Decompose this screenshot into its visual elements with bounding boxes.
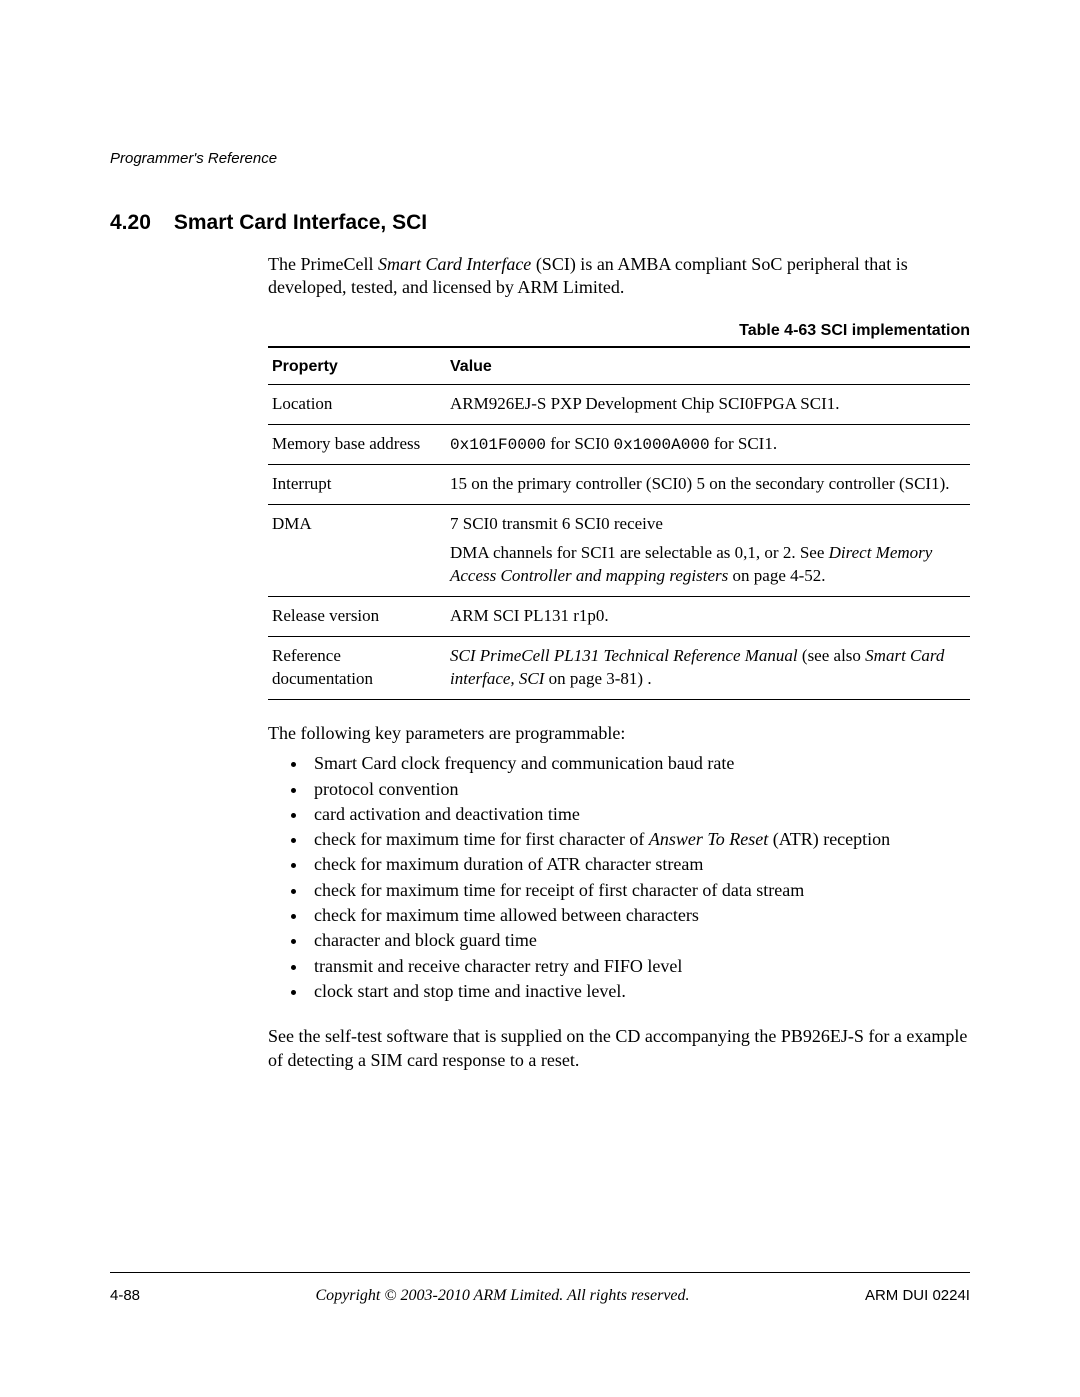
list-item: check for maximum time for receipt of fi… <box>308 878 970 902</box>
intro-pre: The PrimeCell <box>268 254 378 274</box>
table-row: Release versionARM SCI PL131 r1p0. <box>268 597 970 637</box>
table-cell-property: DMA <box>268 505 446 597</box>
intro-italic: Smart Card Interface <box>378 254 531 274</box>
paragraph-after-list: See the self-test software that is suppl… <box>268 1025 970 1072</box>
table-cell-property: Location <box>268 384 446 424</box>
table-cell-value: ARM926EJ-S PXP Development Chip SCI0FPGA… <box>446 384 970 424</box>
list-item: transmit and receive character retry and… <box>308 954 970 978</box>
table-cell-value: ARM SCI PL131 r1p0. <box>446 597 970 637</box>
footer-doc-id: ARM DUI 0224I <box>865 1287 970 1305</box>
table-header-value: Value <box>446 347 970 385</box>
footer-page-number: 4-88 <box>110 1287 140 1305</box>
table-row: Memory base address0x101F0000 for SCI0 0… <box>268 424 970 465</box>
list-item: character and block guard time <box>308 928 970 952</box>
sci-implementation-table: Property Value LocationARM926EJ-S PXP De… <box>268 346 970 700</box>
section-number: 4.20 <box>110 211 168 235</box>
paragraph-before-list: The following key parameters are program… <box>268 722 970 745</box>
page-footer: 4-88 Copyright © 2003-2010 ARM Limited. … <box>110 1272 970 1305</box>
list-item: check for maximum time allowed between c… <box>308 903 970 927</box>
table-cell-property: Reference documentation <box>268 637 446 700</box>
list-item: check for maximum duration of ATR charac… <box>308 852 970 876</box>
table-cell-value: 0x101F0000 for SCI0 0x1000A000 for SCI1. <box>446 424 970 465</box>
table-cell-property: Interrupt <box>268 465 446 505</box>
body-content: The PrimeCell Smart Card Interface (SCI)… <box>268 253 970 1072</box>
list-item: card activation and deactivation time <box>308 802 970 826</box>
page: Programmer's Reference 4.20 Smart Card I… <box>0 0 1080 1397</box>
footer-copyright: Copyright © 2003-2010 ARM Limited. All r… <box>315 1287 689 1305</box>
footer-rule <box>110 1272 970 1273</box>
section-heading: 4.20 Smart Card Interface, SCI <box>110 211 970 235</box>
table-cell-value: 15 on the primary controller (SCI0) 5 on… <box>446 465 970 505</box>
section-title: Smart Card Interface, SCI <box>174 211 427 234</box>
table-cell-property: Memory base address <box>268 424 446 465</box>
table-row: DMA7 SCI0 transmit 6 SCI0 receiveDMA cha… <box>268 505 970 597</box>
intro-paragraph: The PrimeCell Smart Card Interface (SCI)… <box>268 253 970 300</box>
table-row: Interrupt15 on the primary controller (S… <box>268 465 970 505</box>
list-item: clock start and stop time and inactive l… <box>308 979 970 1003</box>
table-header-property: Property <box>268 347 446 385</box>
list-item: Smart Card clock frequency and communica… <box>308 751 970 775</box>
table-cell-value: 7 SCI0 transmit 6 SCI0 receiveDMA channe… <box>446 505 970 597</box>
table-cell-value: SCI PrimeCell PL131 Technical Reference … <box>446 637 970 700</box>
running-header: Programmer's Reference <box>110 150 970 167</box>
list-item: protocol convention <box>308 777 970 801</box>
table-row: LocationARM926EJ-S PXP Development Chip … <box>268 384 970 424</box>
table-row: Reference documentationSCI PrimeCell PL1… <box>268 637 970 700</box>
list-item: check for maximum time for first charact… <box>308 827 970 851</box>
table-cell-property: Release version <box>268 597 446 637</box>
table-caption: Table 4-63 SCI implementation <box>268 322 970 340</box>
programmable-parameters-list: Smart Card clock frequency and communica… <box>268 751 970 1003</box>
